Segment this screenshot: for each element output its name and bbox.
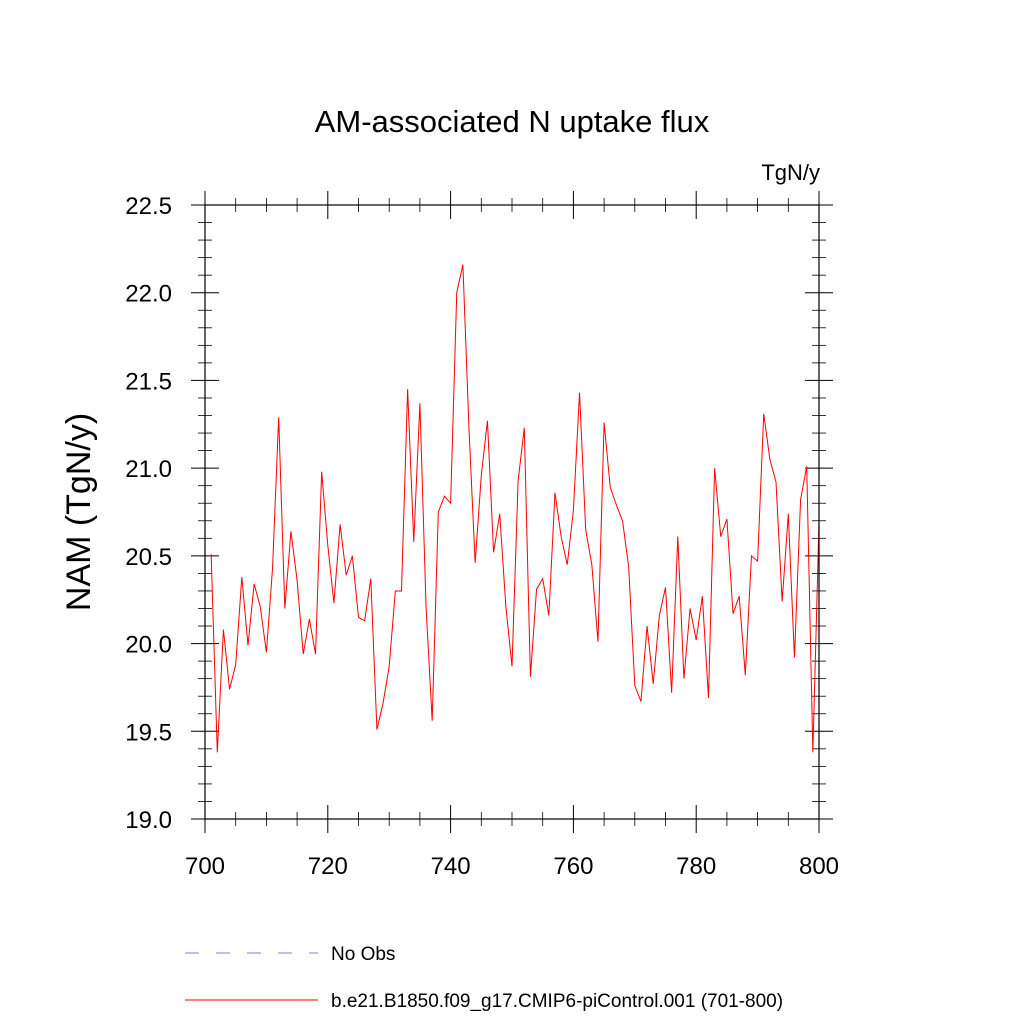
tick-labels-layer: 700 720 740 760 780 800 19.0 19.5 20.0 20.5 21.0 21… xyxy=(125,193,839,880)
legend: No Obs b.e21.B1850.f09_g17.CMIP6-piContr… xyxy=(185,944,783,1012)
legend-label-no-obs: No Obs xyxy=(331,944,395,965)
series-layer xyxy=(210,264,819,753)
units-label: TgN/y xyxy=(761,160,820,185)
y-axis-label: NAM (TgN/y) xyxy=(60,413,98,611)
x-tick-label: 740 xyxy=(431,853,471,880)
y-tick-label: 22.5 xyxy=(125,193,172,220)
plot-frame xyxy=(204,204,820,820)
x-tick-label: 700 xyxy=(185,853,225,880)
y-tick-label: 21.0 xyxy=(125,456,172,483)
x-tick-label: 760 xyxy=(553,853,593,880)
legend-label-series: b.e21.B1850.f09_g17.CMIP6-piControl.001 … xyxy=(331,991,783,1012)
series-line xyxy=(210,264,819,753)
y-tick-label: 19.0 xyxy=(125,807,172,834)
x-tick-label: 720 xyxy=(308,853,348,880)
y-tick-label: 19.5 xyxy=(125,719,172,746)
y-tick-label: 22.0 xyxy=(125,281,172,308)
x-tick-label: 780 xyxy=(676,853,716,880)
x-tick-label: 800 xyxy=(799,853,839,880)
chart-title: AM-associated N uptake flux xyxy=(315,104,710,139)
ticks-layer xyxy=(191,191,833,833)
y-tick-label: 21.5 xyxy=(125,368,172,395)
y-tick-label: 20.5 xyxy=(125,544,172,571)
y-tick-label: 20.0 xyxy=(125,632,172,659)
